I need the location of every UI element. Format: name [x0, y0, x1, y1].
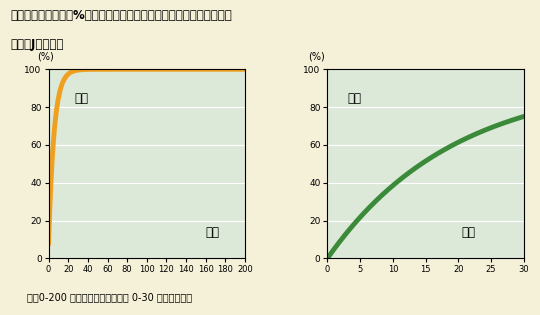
Text: 労働: 労働 — [461, 226, 475, 239]
Text: （J）の変化: （J）の変化 — [11, 38, 64, 51]
Text: 資本: 資本 — [74, 92, 88, 105]
Text: 資本: 資本 — [347, 92, 361, 105]
Text: (%): (%) — [308, 52, 325, 62]
Text: 労働: 労働 — [206, 226, 220, 239]
Text: 注：0-200 期までの変化（右図は 0-30 期の拡大図）: 注：0-200 期までの変化（右図は 0-30 期の拡大図） — [27, 292, 192, 302]
Text: 図表３　法人税を１%引き上げた場合の労働所得に帰着する租税負担: 図表３ 法人税を１%引き上げた場合の労働所得に帰着する租税負担 — [11, 9, 233, 22]
Text: (%): (%) — [37, 52, 53, 62]
